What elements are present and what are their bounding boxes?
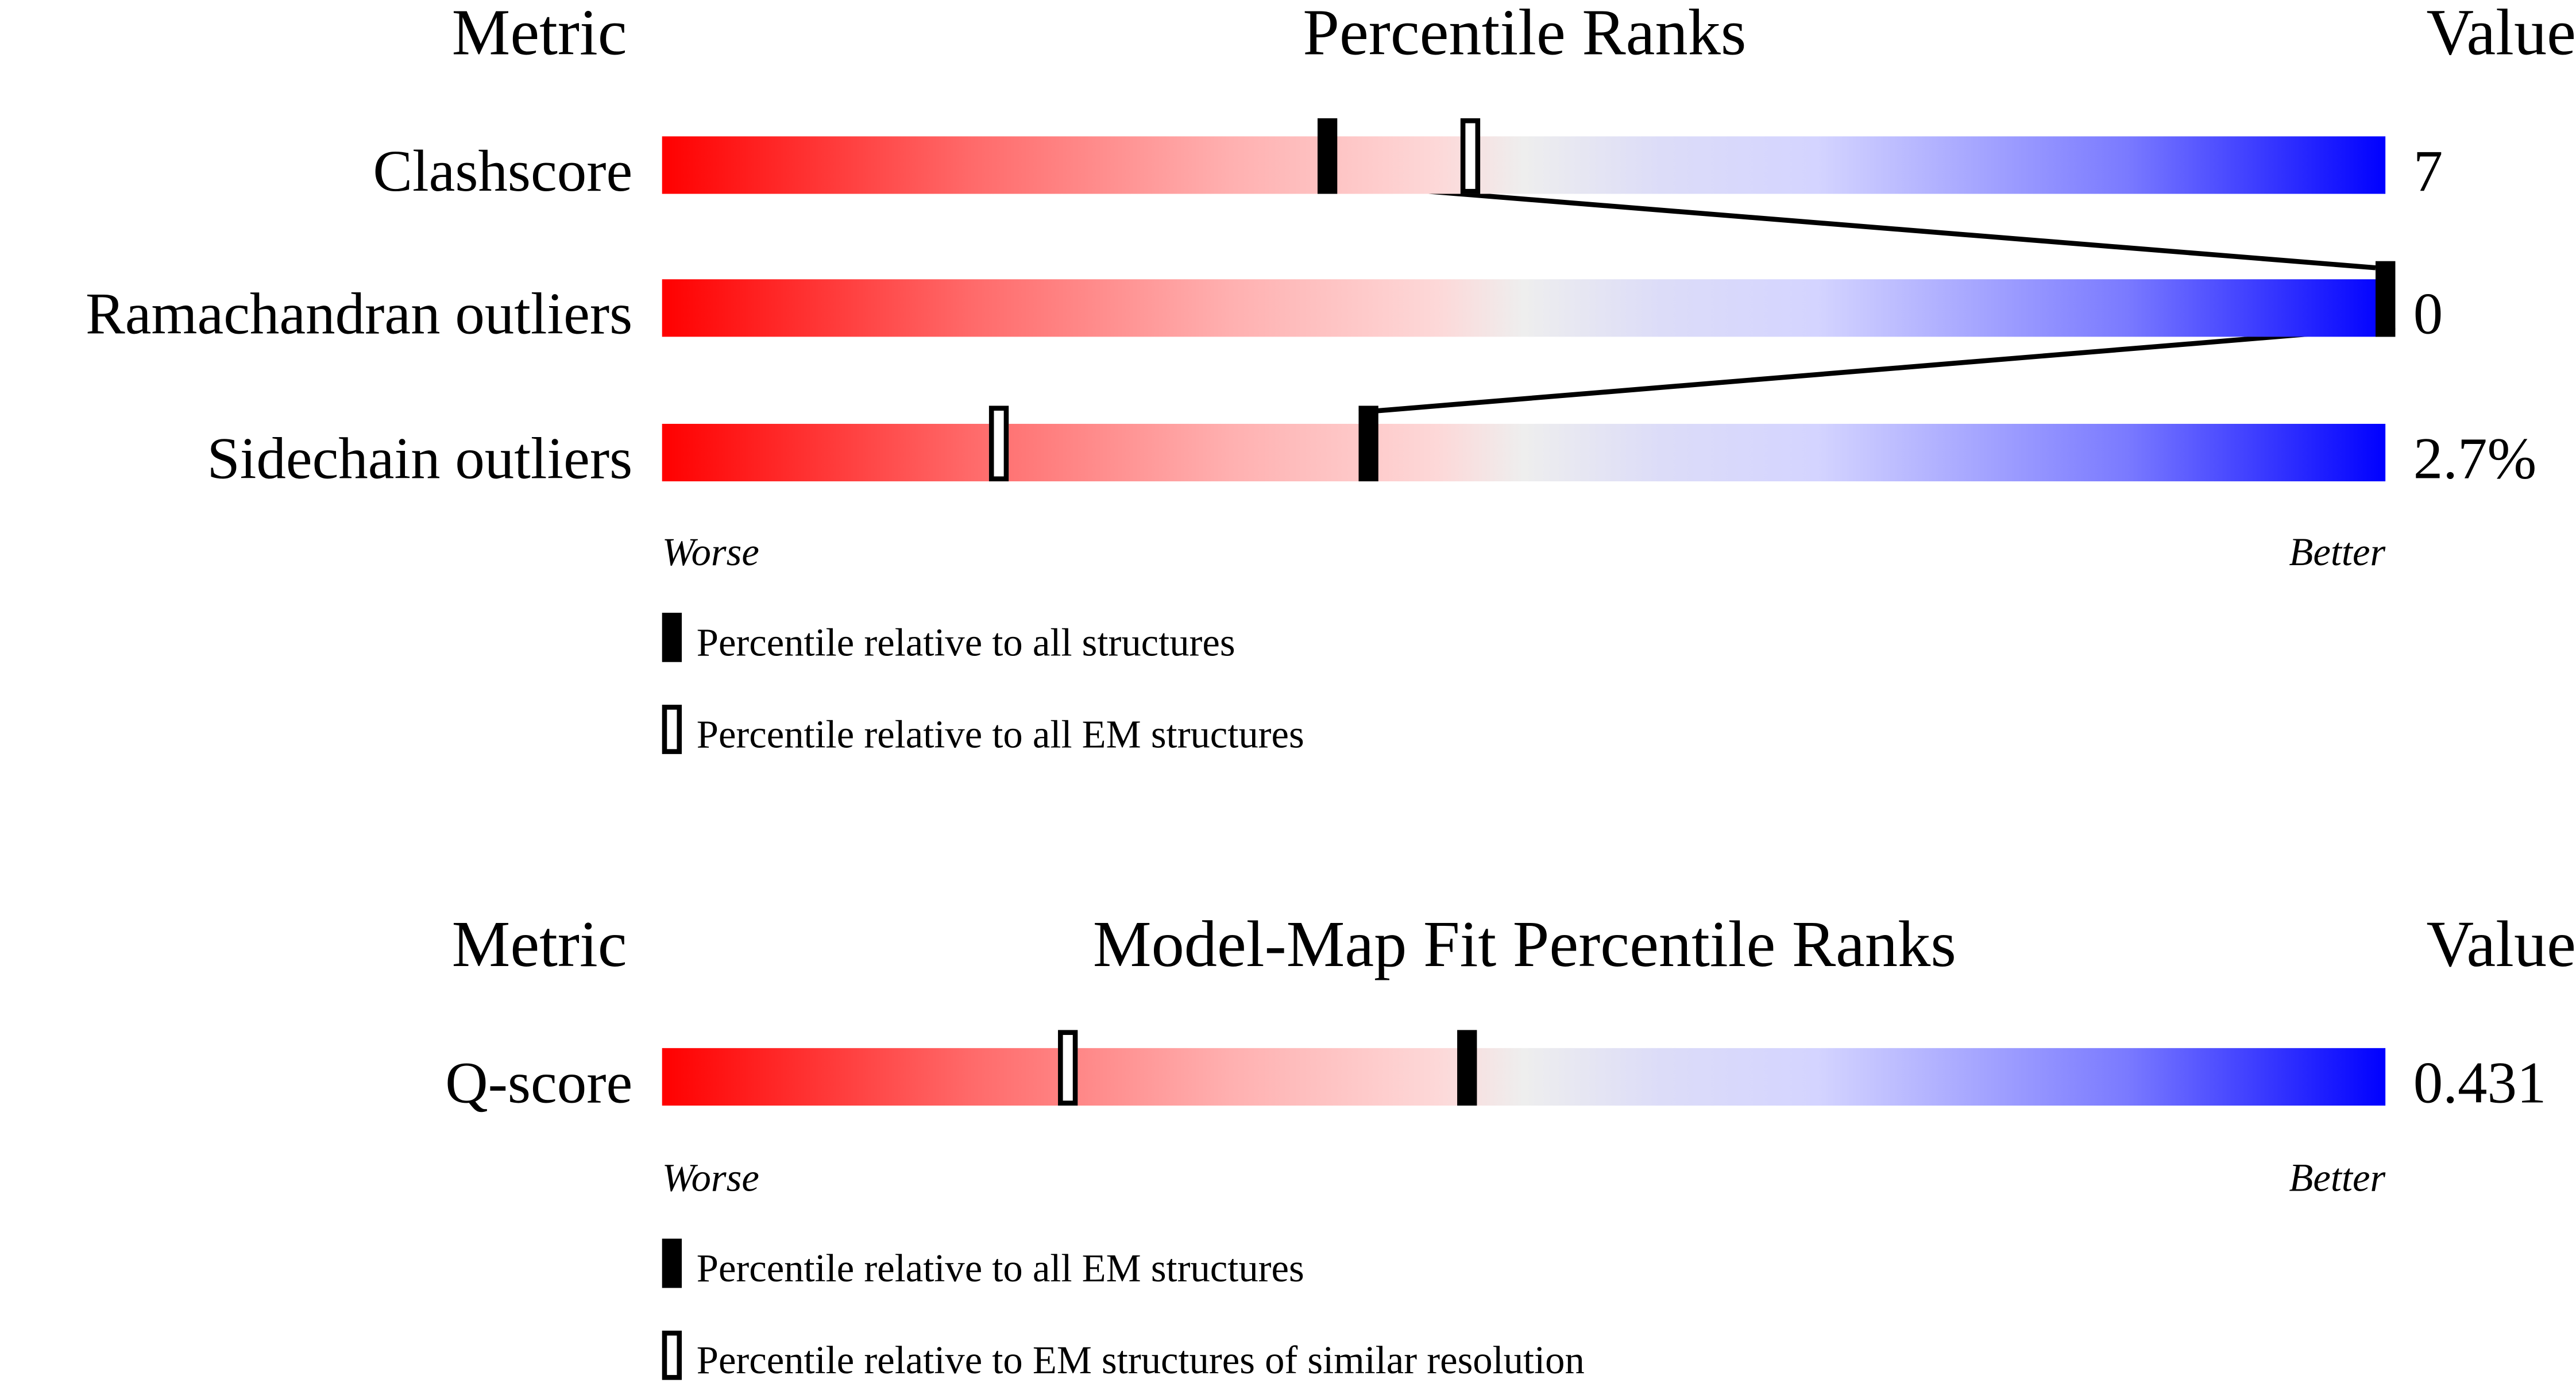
value-clashscore: 7 xyxy=(2413,138,2443,204)
metric-label-sidechain: Sidechain outliers xyxy=(207,425,633,492)
value-header: Value xyxy=(2426,0,2576,69)
percentile-marker-all-1 xyxy=(2375,261,2396,337)
legend-solid-label-2: Percentile relative to all EM structures xyxy=(696,1248,1304,1292)
percentile-marker-all-0 xyxy=(1457,1030,1477,1106)
percentile-marker-all-2 xyxy=(1358,405,1379,482)
chart-title: Percentile Ranks xyxy=(1303,0,1747,69)
worse-label: Worse xyxy=(662,532,759,575)
legend-solid-marker-2 xyxy=(662,1238,682,1288)
metric-label-qscore: Q-score xyxy=(445,1049,633,1116)
legend-hollow-marker xyxy=(662,705,682,754)
legend-solid-marker xyxy=(662,612,682,662)
value-ramachandran: 0 xyxy=(2413,281,2443,347)
percentile-marker-em-2 xyxy=(988,405,1008,482)
metric-label-ramachandran: Ramachandran outliers xyxy=(86,281,633,347)
percentile-bar-sidechain xyxy=(662,423,2386,482)
legend-solid-label: Percentile relative to all structures xyxy=(696,623,1235,666)
better-label: Better xyxy=(2289,532,2386,575)
value-qscore: 0.431 xyxy=(2413,1049,2547,1116)
legend-hollow-marker-2 xyxy=(662,1330,682,1380)
value-header-2: Value xyxy=(2426,906,2576,981)
connector-line-0 xyxy=(1337,181,2376,271)
connector-line-1 xyxy=(1358,324,2396,415)
percentile-marker-all-0 xyxy=(1317,118,1338,194)
value-sidechain: 2.7% xyxy=(2413,425,2537,492)
worse-label-2: Worse xyxy=(662,1158,759,1201)
better-label-2: Better xyxy=(2289,1158,2386,1201)
metric-label-clashscore: Clashscore xyxy=(373,138,633,204)
percentile-bar-clashscore xyxy=(662,136,2386,194)
chart-title-2: Model-Map Fit Percentile Ranks xyxy=(1092,906,1956,981)
legend-hollow-label: Percentile relative to all EM structures xyxy=(696,714,1304,758)
metric-header-2: Metric xyxy=(451,906,627,981)
percentile-marker-em-0 xyxy=(1057,1030,1077,1106)
legend-hollow-label-2: Percentile relative to EM structures of … xyxy=(696,1340,1585,1383)
metric-header: Metric xyxy=(451,0,627,69)
percentile-bar-ramachandran xyxy=(662,279,2386,337)
percentile-bar-qscore xyxy=(662,1048,2386,1106)
percentile-marker-em-0 xyxy=(1460,118,1481,194)
